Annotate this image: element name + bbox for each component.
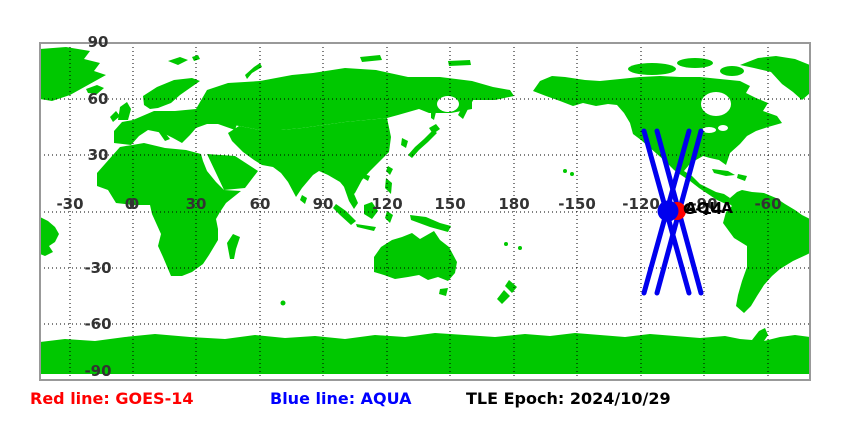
landmass-siberia [196,68,514,130]
landmass-tasmania [439,288,448,296]
landmass-borneo [364,202,378,219]
landmass-china-south-asia [228,118,391,197]
landmass-hokkaido [429,124,440,134]
lon-label: -150 [558,195,596,213]
island-kerguelen [280,300,286,306]
landmass-south-america [723,190,810,313]
great-lakes-west [702,127,716,133]
landmass-kamchatka [458,94,475,119]
satellite-label-aqua: AQUA [685,199,733,217]
landmass-africa [97,143,241,276]
legend-blue-line: Blue line: AQUA [270,389,412,408]
hudson-bay [701,92,731,116]
lon-label: 30 [186,195,207,213]
lat-label: 60 [88,90,109,108]
landmass-scandinavia [143,78,200,109]
landmass-novaya-zemlya [245,63,262,79]
lon-label: 120 [371,195,402,213]
lat-label: -60 [84,315,111,333]
lon-label: 0 [129,195,139,213]
map-border [39,42,811,381]
sea-of-okhotsk [437,96,459,112]
landmass-hispaniola [737,174,747,181]
landmass-arctic-island-2 [677,58,713,68]
island-new-caledonia [504,242,508,246]
landmass-new-zealand-north [505,280,517,293]
landmass-svalbard [168,55,200,65]
landmass-philippines [385,178,392,194]
lat-label: 90 [88,33,109,51]
legend-red-line: Red line: GOES-14 [30,389,194,408]
landmass-malay-peninsula [343,184,358,209]
landmass-java [356,224,376,231]
lon-label: -30 [56,195,83,213]
island-fiji [518,246,522,250]
aqua-position-marker [657,200,679,222]
great-lakes-east [718,125,728,131]
landmass-madagascar [227,234,240,259]
lon-label: 90 [313,195,334,213]
landmass-europe [114,109,239,145]
island-hawaii [563,169,567,173]
landmass-sri-lanka [300,195,307,204]
landmass-arabia [207,154,258,190]
landmass-greenland-west [740,56,810,100]
lat-label: -90 [84,362,111,380]
lat-label: -30 [84,259,111,277]
landmass-arctic-island-3 [720,66,744,76]
latitude-labels: 90 60 30 0 -30 -60 -90 [84,33,135,380]
landmass-korea [401,138,408,148]
grid-lines [40,43,810,380]
landmass-antarctica [40,328,810,374]
lon-label: -120 [622,195,660,213]
landmass-brazil-east-sliver [40,217,59,256]
longitude-labels: -30 0 30 60 90 120 150 180 -150 -120 -90… [56,195,781,213]
landmass-sumatra [333,204,356,225]
lat-label-equator: 0 [125,195,135,213]
landmass-new-guinea [410,215,451,232]
landmass-cuba [712,169,735,176]
legend-tle-epoch: TLE Epoch: 2024/10/29 [466,389,671,408]
lon-label: 150 [434,195,465,213]
landmass-greenland-east [40,47,106,101]
island-hawaii-2 [570,172,574,176]
landmass-italy [158,129,170,141]
lon-label: -90 [690,195,717,213]
landmass-arctic-island-1 [628,63,676,75]
landmass-hainan [363,174,370,181]
landmass-arctic-isles-asia [360,55,471,66]
lon-label: -60 [754,195,781,213]
lon-label: 60 [250,195,271,213]
landmass-britain [118,102,131,120]
landmass-iceland [86,85,104,94]
lat-label: 30 [88,146,109,164]
satellite-position-labels: G-14 AQUA [683,199,733,218]
landmass-japan [408,130,437,158]
satellite-label-goes14: G-14 [683,200,722,218]
lon-label: 180 [498,195,529,213]
landmass-new-zealand-south [497,290,510,304]
landmass-ireland [110,111,120,122]
landmass-sakhalin [431,103,437,120]
landmass-taiwan [386,166,393,175]
